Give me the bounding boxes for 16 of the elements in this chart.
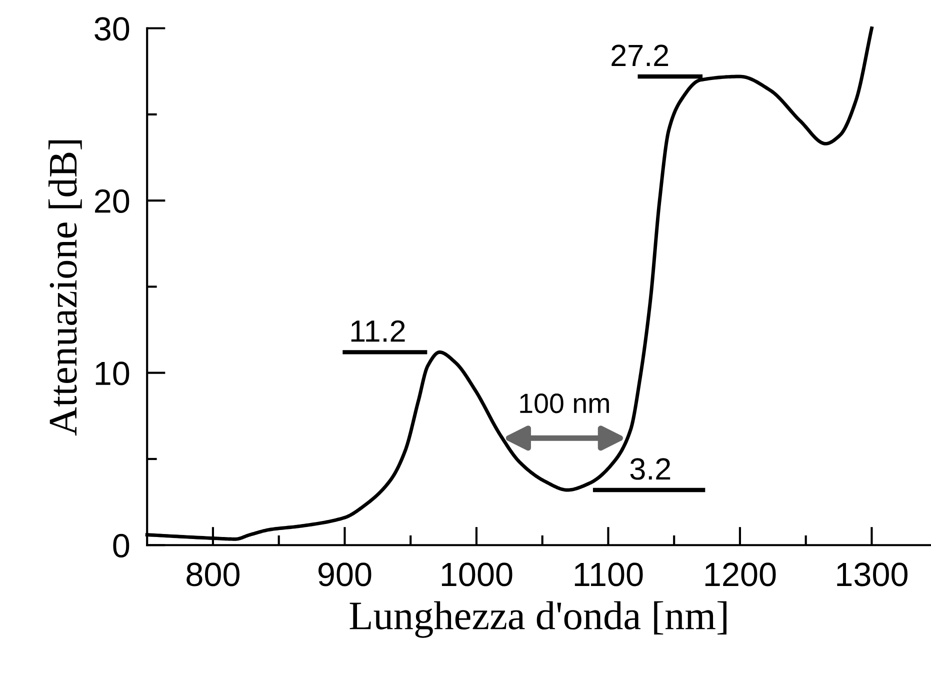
y-tick-label: 30 xyxy=(94,17,130,41)
y-tick-label: 20 xyxy=(95,189,130,213)
y-axis-title: Attenuazione [dB] xyxy=(48,140,82,436)
y-tick-label: 0 xyxy=(113,534,130,558)
x-tick-label: 1000 xyxy=(442,562,512,586)
x-tick-label: 1200 xyxy=(705,562,776,586)
annotation: 11.2 xyxy=(351,320,405,342)
annotation: 3.2 xyxy=(630,458,670,480)
y-tick-label: 10 xyxy=(96,362,130,386)
x-tick-label: 900 xyxy=(318,562,372,586)
x-tick-label: 1300 xyxy=(837,562,908,586)
x-tick-label: 800 xyxy=(186,562,240,586)
annotation: 27.2 xyxy=(612,44,668,66)
x-tick-label: 1100 xyxy=(574,562,643,586)
annotation: 100 nm xyxy=(520,394,609,414)
x-axis-title: Lunghezza d'onda [nm] xyxy=(350,601,726,638)
